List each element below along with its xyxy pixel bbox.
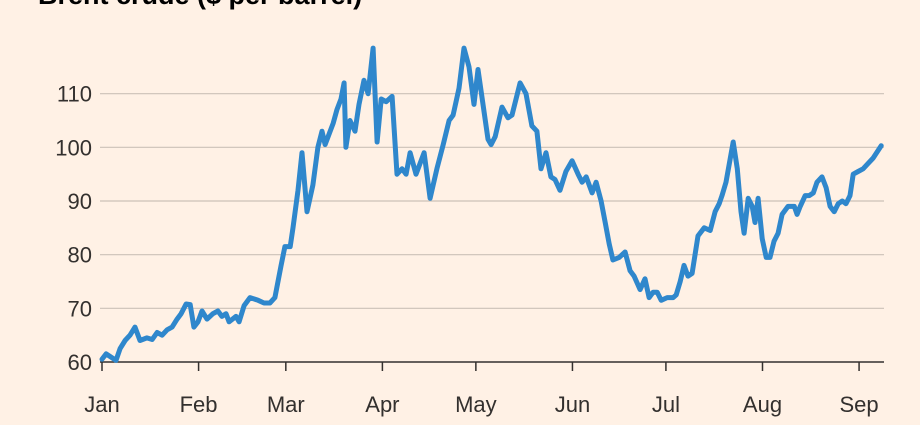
chart-title: Brent crude ($ per barrel)	[38, 0, 362, 10]
x-tick-label: May	[455, 392, 497, 417]
x-tick-label: Feb	[180, 392, 218, 417]
x-tick-label: Apr	[365, 392, 399, 417]
x-tick-label: Mar	[267, 392, 305, 417]
x-tick-label: Jan	[84, 392, 119, 417]
y-tick-label: 60	[68, 350, 92, 375]
y-tick-label: 90	[68, 189, 92, 214]
x-tick-label: Jun	[555, 392, 590, 417]
x-tick-label: Sep	[839, 392, 878, 417]
y-tick-label: 70	[68, 296, 92, 321]
y-tick-label: 80	[68, 243, 92, 268]
x-tick-label: Jul	[652, 392, 680, 417]
y-tick-label: 100	[55, 135, 92, 160]
y-tick-label: 110	[57, 82, 92, 107]
line-series	[99, 45, 884, 363]
x-tick-label: Aug	[743, 392, 782, 417]
